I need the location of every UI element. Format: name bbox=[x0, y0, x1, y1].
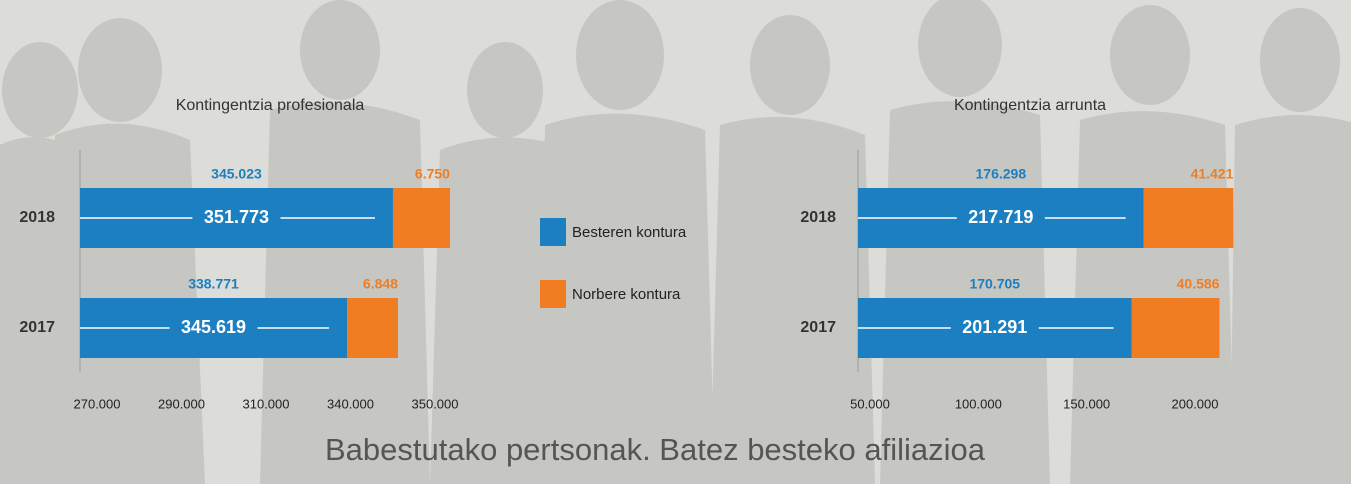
caption: Babestutako pertsonak. Batez besteko afi… bbox=[325, 432, 986, 467]
value-label: 41.421 bbox=[1191, 166, 1234, 182]
x-tick-label: 100.000 bbox=[955, 396, 1002, 411]
x-tick-label: 290.000 bbox=[158, 396, 205, 411]
value-label: 338.771 bbox=[188, 276, 239, 292]
chart-title: Kontingentzia arrunta bbox=[954, 97, 1106, 114]
value-label: 6.848 bbox=[363, 276, 398, 292]
category-label: 2017 bbox=[19, 319, 55, 336]
bar-segment bbox=[392, 188, 450, 248]
category-label: 2018 bbox=[800, 209, 836, 226]
x-tick-label: 340.000 bbox=[327, 396, 374, 411]
total-label: 217.719 bbox=[968, 207, 1033, 227]
total-label: 201.291 bbox=[962, 317, 1027, 337]
total-label-bg bbox=[192, 206, 281, 230]
chart-title: Kontingentzia profesionala bbox=[176, 97, 365, 114]
total-label-bg bbox=[950, 316, 1039, 340]
x-tick-label: 200.000 bbox=[1172, 396, 1219, 411]
total-label-bg bbox=[169, 316, 258, 340]
x-tick-label: 270.000 bbox=[74, 396, 121, 411]
total-label: 351.773 bbox=[204, 207, 269, 227]
x-tick-label: 310.000 bbox=[243, 396, 290, 411]
bar-segment bbox=[347, 298, 398, 358]
bar-segment bbox=[1131, 298, 1220, 358]
value-label: 40.586 bbox=[1177, 276, 1220, 292]
category-label: 2018 bbox=[19, 209, 55, 226]
value-label: 176.298 bbox=[976, 166, 1027, 182]
bar-segment bbox=[1143, 188, 1234, 248]
category-label: 2017 bbox=[800, 319, 836, 336]
x-tick-label: 150.000 bbox=[1063, 396, 1110, 411]
legend-label: Besteren kontura bbox=[572, 224, 687, 241]
x-tick-label: 350.000 bbox=[412, 396, 459, 411]
total-label: 345.619 bbox=[181, 317, 246, 337]
legend-swatch bbox=[540, 280, 566, 308]
legend-label: Norbere kontura bbox=[572, 286, 681, 303]
value-label: 6.750 bbox=[415, 166, 450, 182]
total-label-bg bbox=[956, 206, 1045, 230]
legend-swatch bbox=[540, 218, 566, 246]
x-tick-label: 50.000 bbox=[850, 396, 890, 411]
value-label: 345.023 bbox=[211, 166, 262, 182]
value-label: 170.705 bbox=[969, 276, 1020, 292]
